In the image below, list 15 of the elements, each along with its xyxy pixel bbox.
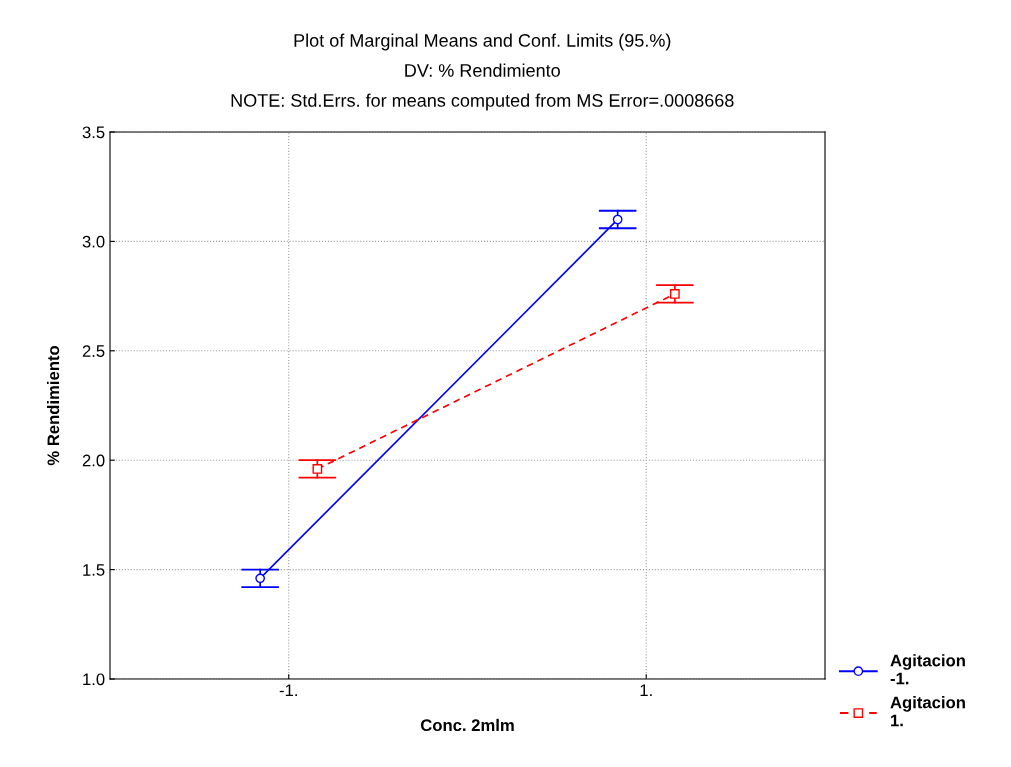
x-tick-label: 1. [640, 684, 652, 696]
y-tick-label: 1.0 [83, 673, 105, 686]
y-tick-label: 3.5 [82, 126, 105, 139]
x-tick-label: -1. [279, 684, 297, 696]
chart-subtitle: DV: % Rendimiento [405, 63, 560, 77]
y-tick-label: 3.0 [82, 235, 105, 248]
y-axis-title: % Rendimiento [46, 345, 60, 466]
y-tick-label: 1.5 [83, 564, 105, 576]
legend-label: Agitacion 1. [890, 696, 965, 727]
y-tick-label: 2.5 [82, 345, 105, 357]
x-axis-title: Conc. 2mlm [420, 718, 514, 732]
y-tick-label: 2.0 [82, 454, 105, 467]
text: NOTE: Std.Errs. for means computed from MS Error=.0008668 [231, 93, 734, 111]
chart-title: Plot of Marginal Means and Conf. Limits (95.%) [294, 33, 671, 51]
legend-label: Agitacion -1. [890, 654, 965, 685]
